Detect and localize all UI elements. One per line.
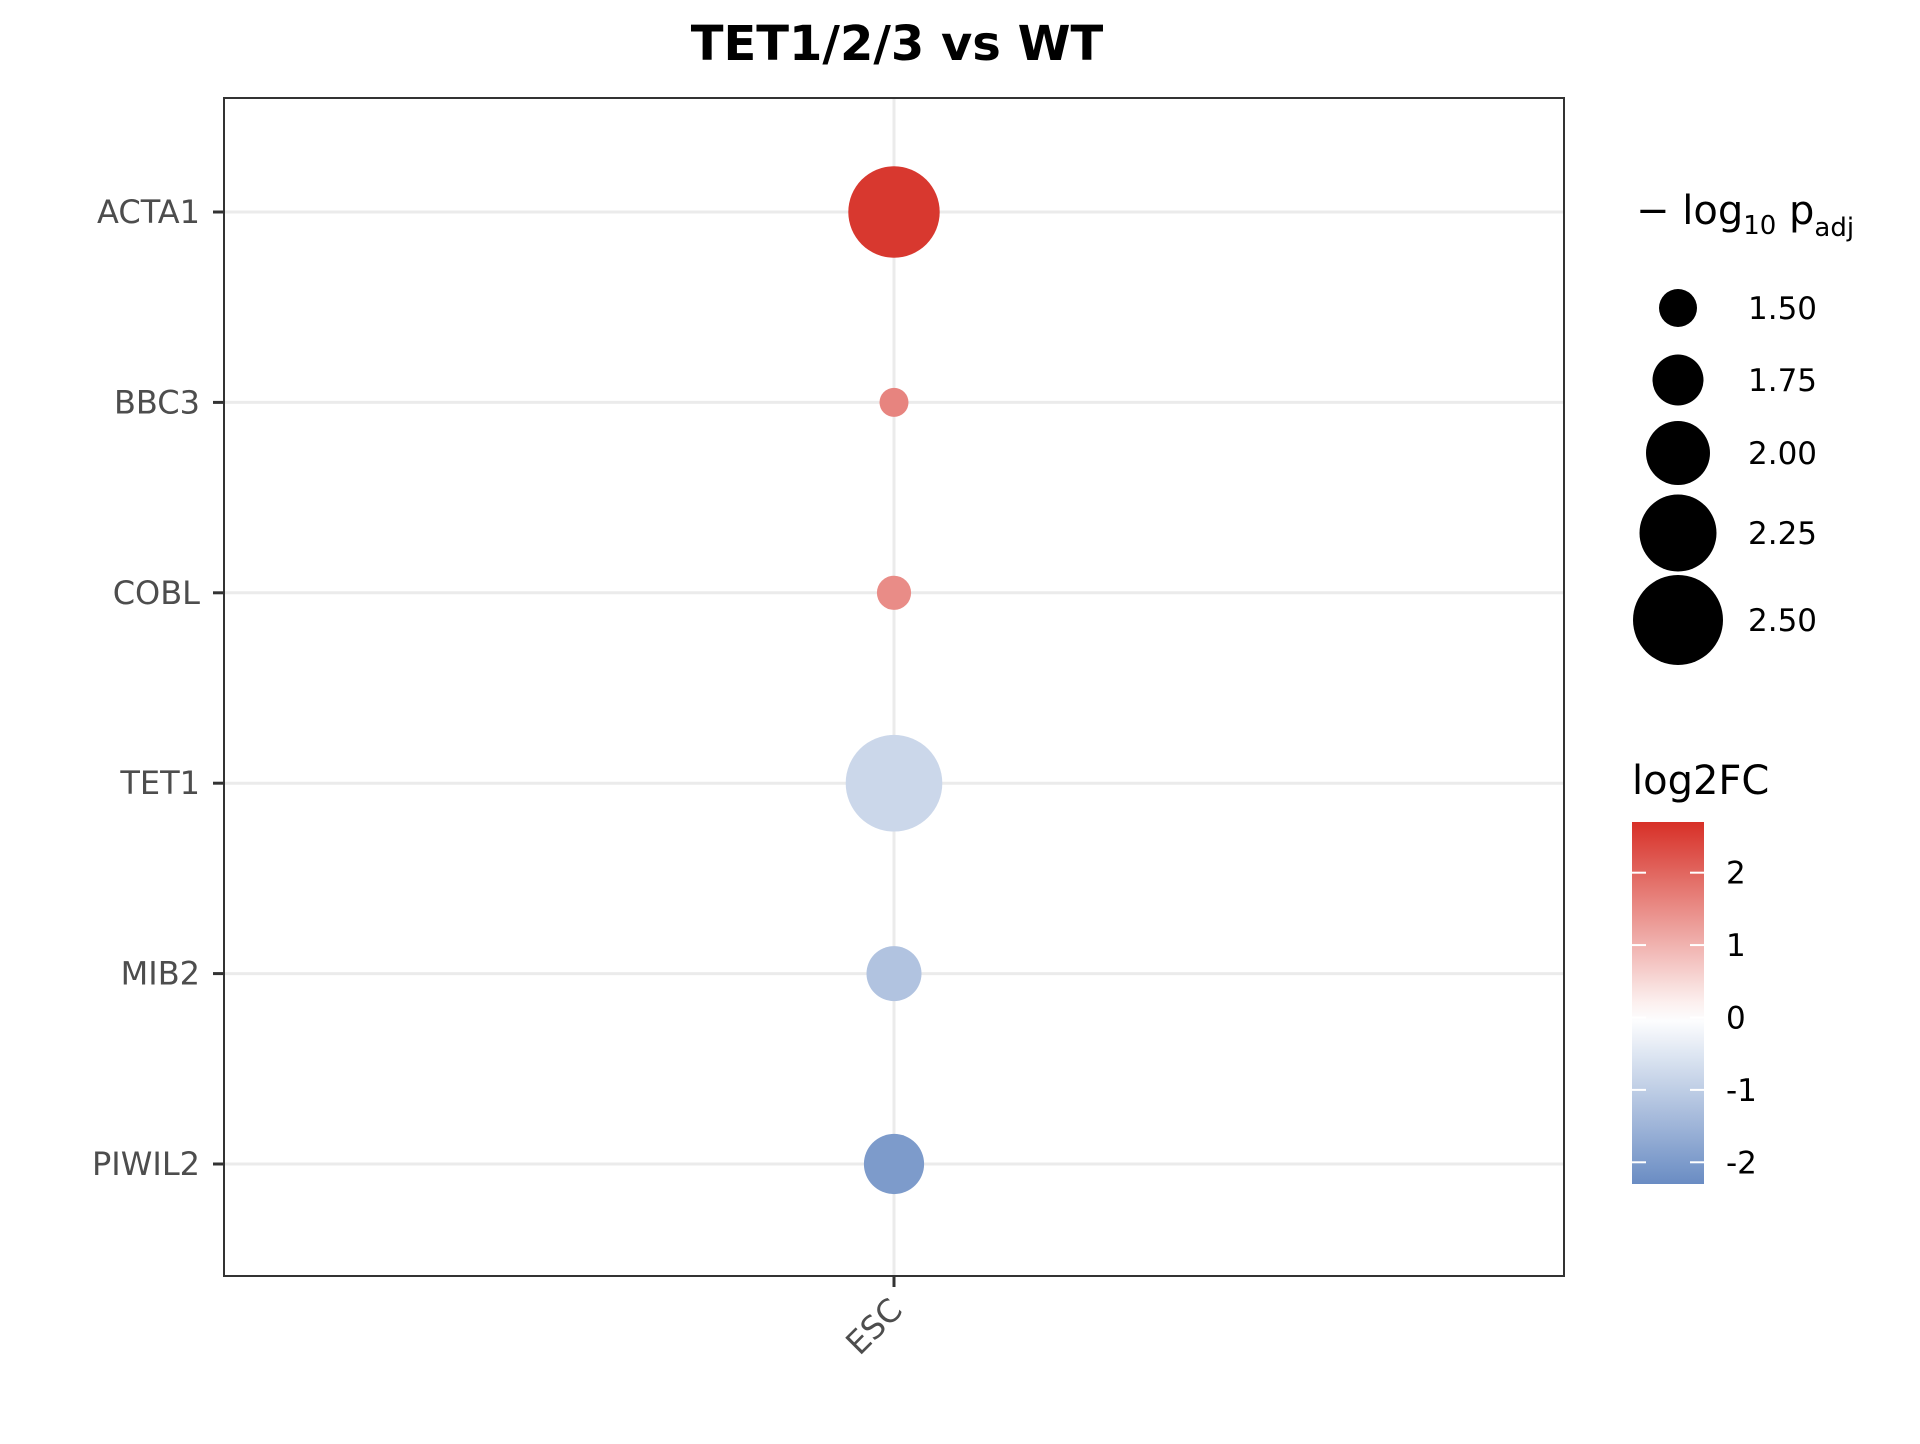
size-legend-key-2.00 — [1646, 421, 1710, 485]
size-legend-label-2.50: 2.50 — [1748, 603, 1817, 639]
y-tick-label-mib2: MIB2 — [121, 955, 200, 993]
color-legend-label-4: -2 — [1726, 1145, 1757, 1181]
size-legend-label-1.75: 1.75 — [1748, 363, 1817, 399]
color-legend-label-3: -1 — [1726, 1073, 1757, 1109]
size-legend-label-2.25: 2.25 — [1748, 516, 1817, 552]
point-cobl[interactable] — [876, 575, 912, 610]
size-legend-key-2.50 — [1633, 575, 1723, 665]
point-piwil2[interactable] — [863, 1133, 925, 1195]
point-tet1[interactable] — [845, 734, 943, 832]
y-tick-label-piwil2: PIWIL2 — [92, 1145, 200, 1183]
size-legend-label-1.50: 1.50 — [1748, 291, 1817, 327]
color-legend-title: log2FC — [1632, 758, 1769, 804]
x-tick-label-esc: ESC — [838, 1291, 909, 1362]
size-legend-key-2.25 — [1639, 494, 1717, 572]
size-legend-label-2.00: 2.00 — [1748, 436, 1817, 472]
color-legend-label-0: 2 — [1726, 856, 1746, 892]
point-bbc3[interactable] — [879, 387, 909, 417]
y-tick-label-tet1: TET1 — [119, 764, 200, 802]
point-acta1[interactable] — [848, 166, 940, 258]
point-mib2[interactable] — [866, 946, 922, 1002]
chart-title: TET1/2/3 vs WT — [691, 16, 1104, 72]
color-legend-bar — [1632, 822, 1704, 1184]
size-legend-key-1.75 — [1652, 354, 1704, 406]
color-legend-label-2: 0 — [1726, 1000, 1746, 1036]
y-tick-label-bbc3: BBC3 — [114, 383, 200, 421]
size-legend-title: − log10 padj — [1636, 188, 1854, 243]
color-legend-label-1: 1 — [1726, 928, 1746, 964]
y-tick-label-cobl: COBL — [113, 574, 200, 612]
y-tick-label-acta1: ACTA1 — [97, 193, 200, 231]
size-legend-key-1.50 — [1659, 289, 1697, 327]
